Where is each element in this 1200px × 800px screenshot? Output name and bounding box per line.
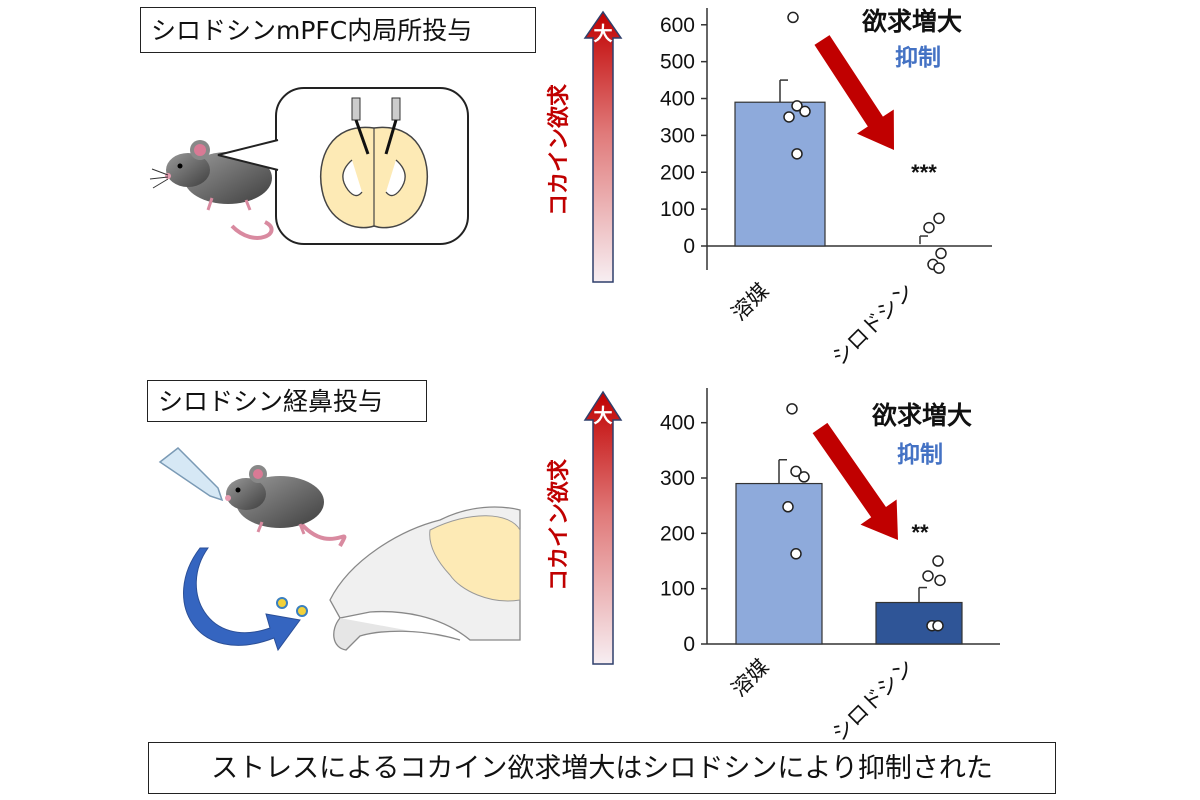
y-tick-label: 0 — [683, 235, 695, 258]
annotation-main: 欲求増大 — [871, 401, 972, 430]
y-axis-label: コカイン欲求 — [546, 459, 572, 591]
data-point — [791, 148, 803, 160]
conclusion-label: ストレスによるコカイン欲求増大はシロドシンにより抑制された — [148, 742, 1056, 794]
curved-arrow-icon — [183, 547, 301, 652]
data-point — [935, 247, 947, 260]
data-point — [932, 555, 944, 567]
data-point — [932, 619, 944, 632]
decrease-arrow — [814, 35, 894, 150]
y-tick-label: 100 — [660, 198, 695, 221]
data-point — [934, 574, 946, 587]
annotation-sub: 抑制 — [897, 442, 943, 468]
mouse-icon — [225, 465, 347, 547]
bottom-condition-label: シロドシン経鼻投与 — [147, 380, 427, 422]
decrease-arrow — [812, 422, 898, 540]
category-label: シロドシン — [827, 655, 918, 746]
craving-arrow-bottom — [583, 390, 623, 665]
data-point — [799, 105, 811, 118]
data-point — [782, 501, 794, 513]
bar — [735, 482, 823, 645]
data-point — [798, 471, 810, 483]
significance-marker: ** — [911, 520, 929, 545]
y-tick-label: 400 — [660, 412, 695, 435]
arrow-top-label: 大 — [593, 404, 612, 427]
data-point — [790, 548, 802, 560]
bar — [875, 601, 963, 645]
data-point — [933, 212, 945, 225]
y-tick-label: 0 — [683, 633, 695, 656]
data-point — [786, 403, 798, 415]
data-point — [923, 221, 935, 234]
y-axis-label: コカイン欲求 — [546, 84, 572, 216]
data-point — [790, 465, 802, 478]
y-tick-label: 100 — [660, 578, 695, 601]
y-tick-label: 600 — [660, 14, 695, 37]
arrow-top-label: 大 — [593, 22, 612, 45]
dropper-icon — [158, 447, 224, 502]
data-point — [922, 570, 934, 582]
nasal-anatomy-icon — [329, 506, 521, 651]
data-point — [933, 262, 945, 274]
y-tick-label: 200 — [660, 161, 695, 184]
data-point — [787, 11, 799, 24]
craving-arrow-top — [583, 10, 623, 283]
y-tick-label: 400 — [660, 88, 695, 111]
y-tick-label: 200 — [660, 522, 695, 545]
data-point — [783, 111, 795, 123]
category-label: 溶媒 — [727, 279, 774, 326]
bar — [734, 101, 826, 247]
brain-section-icon — [320, 97, 428, 229]
annotation-main: 欲求増大 — [861, 7, 962, 36]
mouse-icon — [149, 140, 274, 240]
y-tick-label: 300 — [660, 124, 695, 147]
top-condition-label: シロドシンmPFC内局所投与 — [140, 7, 536, 53]
category-label: シロドシン — [827, 279, 918, 370]
significance-marker: *** — [911, 160, 937, 185]
annotation-sub: 抑制 — [895, 45, 941, 71]
category-label: 溶媒 — [727, 655, 774, 702]
y-tick-label: 500 — [660, 51, 695, 74]
data-point — [791, 100, 803, 112]
y-tick-label: 300 — [660, 467, 695, 490]
